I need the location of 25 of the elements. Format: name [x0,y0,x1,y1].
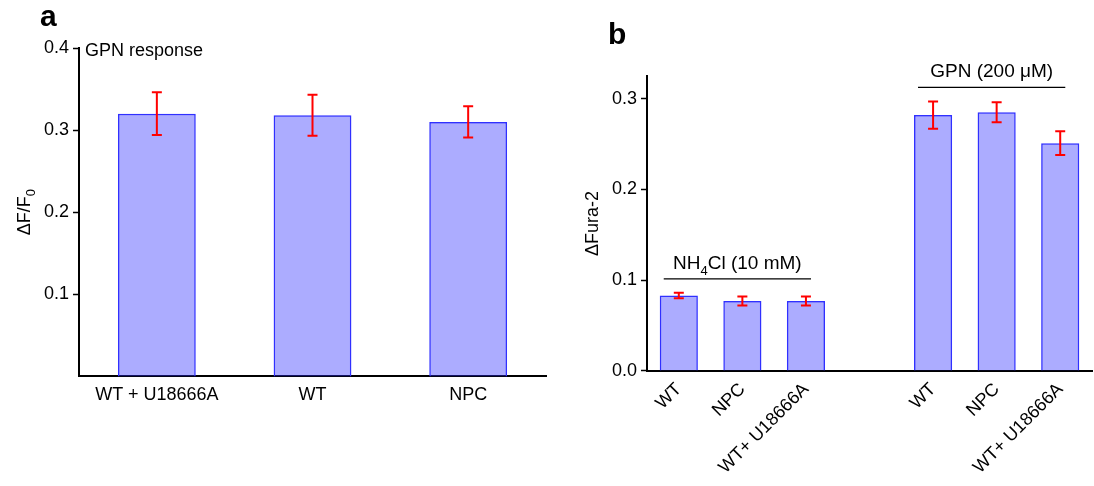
y-tick-label: 0.2 [611,178,638,199]
y-tick-label: 0.4 [43,36,70,57]
y-axis-title: ΔF/F0 [14,189,39,236]
x-tick-label: WT [905,378,940,413]
x-tick-label: WT [651,378,686,413]
bar [723,301,762,371]
chart-title: a [40,0,57,33]
y-axis-title: ΔFura-2 [582,190,602,256]
y-tick-label: 0.2 [43,201,70,222]
y-tick-label: 0.1 [611,269,638,290]
y-tick-label: 0.3 [43,119,70,140]
x-tick-label: WT + U18666A [95,384,219,405]
y-tick-label: 0.0 [611,359,638,380]
x-tick-label: WT [298,384,327,405]
annotation: GPN response [85,40,204,60]
bar [786,301,826,371]
bar [914,115,953,371]
x-tick-label: NPC [449,384,488,405]
y-tick-label: 0.1 [43,283,70,304]
bar [659,295,698,371]
y-tick-label: 0.3 [611,87,638,108]
annotation: GPN (200 μM) [930,60,1054,82]
chart-title: b [608,17,627,51]
bar [1041,143,1080,371]
bar [977,112,1016,371]
